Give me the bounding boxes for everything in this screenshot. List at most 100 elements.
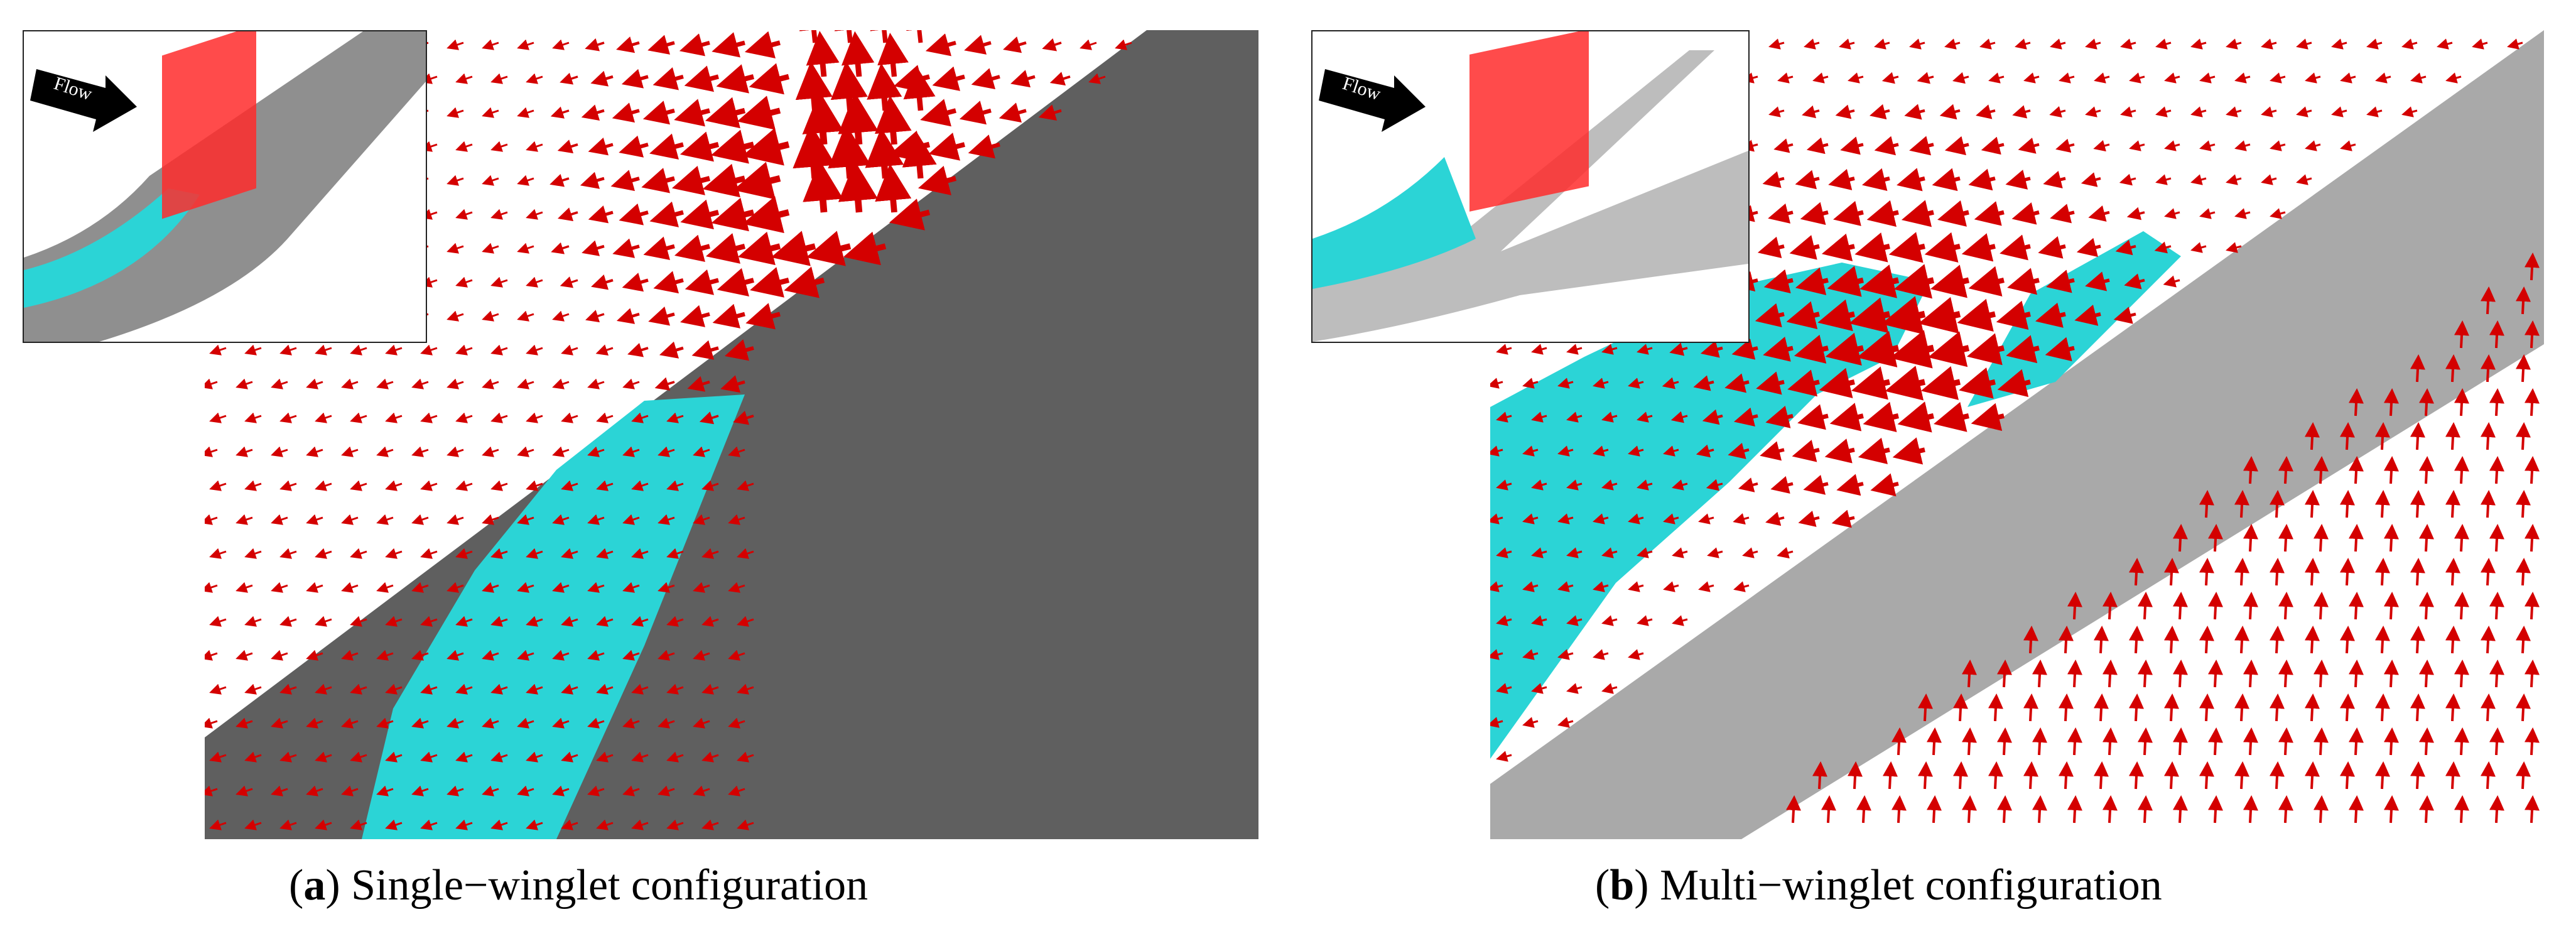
velocity-arrow: [616, 308, 640, 324]
velocity-arrow: [587, 582, 605, 593]
velocity-arrow: [2516, 558, 2531, 586]
velocity-arrow: [205, 446, 218, 457]
velocity-arrow: [482, 107, 499, 118]
velocity-arrow: [1628, 445, 1644, 457]
velocity-arrow: [2138, 727, 2153, 756]
velocity-arrow: [2023, 626, 2038, 654]
velocity-arrow: [1698, 581, 1714, 592]
velocity-arrow: [2270, 72, 2286, 84]
velocity-arrow: [552, 649, 570, 661]
velocity-arrow: [587, 378, 605, 389]
velocity-arrow: [341, 446, 359, 457]
velocity-arrow: [279, 344, 297, 356]
velocity-arrow: [2173, 727, 2188, 756]
velocity-arrow: [2489, 456, 2504, 484]
velocity-arrow: [560, 72, 578, 85]
velocity-arrow: [1669, 342, 1688, 356]
velocity-arrow: [271, 649, 288, 661]
velocity-arrow: [2243, 727, 2258, 756]
velocity-arrow: [1496, 344, 1512, 355]
velocity-arrow: [1593, 581, 1609, 592]
velocity-arrow: [2278, 524, 2293, 552]
velocity-arrow: [1522, 649, 1539, 660]
velocity-arrow: [1663, 513, 1679, 524]
velocity-arrow: [2023, 693, 2038, 722]
velocity-arrow: [2129, 626, 2144, 654]
velocity-arrow: [420, 344, 438, 356]
velocity-arrow: [587, 717, 605, 729]
velocity-arrow: [2419, 456, 2434, 484]
velocity-arrow: [482, 582, 499, 593]
velocity-arrow: [2120, 38, 2136, 50]
velocity-arrow: [2384, 795, 2399, 823]
velocity-arrow: [1010, 70, 1036, 88]
velocity-arrow: [2489, 795, 2504, 823]
velocity-arrow: [526, 73, 543, 84]
velocity-arrow: [2023, 72, 2040, 84]
velocity-arrow: [550, 106, 570, 119]
velocity-arrow: [235, 649, 253, 661]
velocity-arrow: [552, 785, 570, 796]
velocity-arrow: [279, 751, 297, 763]
velocity-arrow: [2043, 171, 2066, 188]
velocity-arrow: [2067, 660, 2082, 688]
velocity-arrow: [482, 785, 499, 796]
velocity-arrow: [717, 268, 754, 297]
velocity-arrow: [2129, 140, 2145, 151]
velocity-arrow: [1932, 168, 1961, 192]
velocity-arrow: [315, 344, 332, 356]
velocity-arrow: [643, 236, 675, 261]
velocity-arrow: [2270, 558, 2285, 586]
velocity-arrow: [1760, 441, 1785, 461]
velocity-arrow: [350, 751, 367, 763]
velocity-arrow: [2270, 490, 2285, 518]
velocity-arrow: [1566, 411, 1583, 423]
velocity-arrow: [306, 717, 323, 729]
velocity-arrow: [2199, 761, 2214, 790]
velocity-arrow: [619, 135, 649, 158]
velocity-arrow: [526, 751, 543, 763]
velocity-arrow: [737, 683, 754, 695]
velocity-arrow: [279, 616, 297, 627]
velocity-arrow: [385, 548, 403, 559]
velocity-arrow: [2419, 660, 2434, 688]
velocity-arrow: [2032, 727, 2047, 756]
velocity-arrow: [728, 446, 745, 457]
velocity-arrow: [2375, 72, 2391, 84]
velocity-arrow: [526, 480, 543, 491]
velocity-arrow: [552, 310, 570, 322]
velocity-arrow: [2340, 72, 2356, 84]
velocity-arrow: [1897, 168, 1925, 192]
velocity-arrow: [2375, 490, 2390, 518]
velocity-arrow: [744, 31, 781, 59]
velocity-arrow: [2445, 354, 2460, 383]
velocity-arrow: [1829, 403, 1864, 432]
velocity-arrow: [2102, 660, 2118, 688]
velocity-arrow: [585, 38, 605, 52]
velocity-arrow: [1637, 411, 1653, 423]
velocity-arrow: [932, 66, 965, 91]
velocity-arrow: [784, 266, 825, 298]
velocity-arrow: [376, 717, 394, 729]
velocity-arrow: [455, 616, 473, 627]
velocity-arrow: [561, 412, 578, 423]
velocity-arrow: [1768, 106, 1785, 117]
velocity-arrow: [271, 378, 288, 389]
velocity-arrow: [705, 233, 746, 264]
flow-arrow-icon: [30, 69, 137, 132]
velocity-arrow: [2419, 795, 2434, 823]
velocity-arrow: [2015, 38, 2031, 50]
velocity-arrow: [2525, 253, 2540, 281]
velocity-arrow: [701, 751, 719, 763]
velocity-arrow: [411, 717, 429, 729]
velocity-arrow: [2349, 727, 2364, 756]
velocity-arrow: [771, 231, 816, 266]
velocity-arrow: [2012, 105, 2031, 119]
velocity-arrow: [341, 717, 359, 729]
velocity-arrow: [350, 480, 367, 491]
velocity-arrow: [1522, 378, 1539, 389]
velocity-arrow: [209, 344, 227, 356]
velocity-arrow: [279, 412, 297, 423]
velocity-arrow: [622, 785, 640, 796]
velocity-arrow: [1874, 136, 1899, 156]
